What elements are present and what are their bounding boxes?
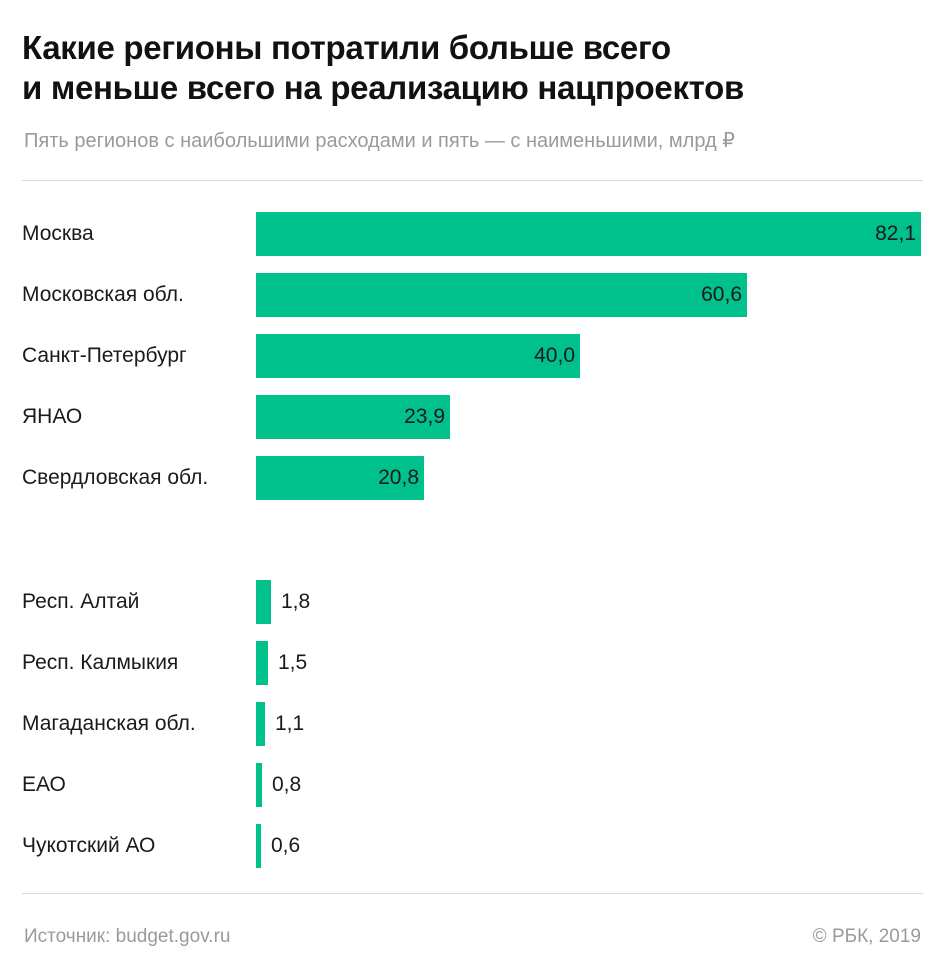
category-label: Санкт-Петербург — [22, 344, 187, 367]
category-label: ЕАО — [22, 773, 66, 796]
value-label: 23,9 — [404, 405, 445, 428]
source-note: Источник: budget.gov.ru — [24, 926, 231, 947]
bottom-divider — [22, 893, 923, 894]
bar — [256, 212, 921, 256]
chart-subtitle: Пять регионов с наибольшими расходами и … — [24, 130, 735, 152]
category-label: Свердловская обл. — [22, 466, 209, 489]
value-label: 60,6 — [701, 283, 742, 306]
bar — [256, 580, 271, 624]
copyright-note: © РБК, 2019 — [812, 926, 921, 947]
category-label: Чукотский АО — [22, 834, 156, 857]
category-label: Московская обл. — [22, 283, 184, 306]
top-divider — [22, 180, 923, 181]
bar — [256, 395, 450, 439]
bar — [256, 763, 262, 807]
category-label: ЯНАО — [22, 405, 83, 428]
value-label: 1,1 — [275, 712, 305, 735]
bar — [256, 456, 424, 500]
value-label: 0,6 — [271, 834, 301, 857]
chart-title: Какие регионы потратили больше всего и м… — [22, 28, 922, 108]
category-label: Респ. Калмыкия — [22, 651, 179, 674]
value-label: 1,8 — [281, 590, 311, 613]
bar — [256, 273, 747, 317]
bar — [256, 824, 261, 868]
value-label: 1,5 — [278, 651, 308, 674]
category-label: Магаданская обл. — [22, 712, 196, 735]
bar — [256, 334, 580, 378]
category-label: Москва — [22, 222, 94, 245]
bar — [256, 702, 265, 746]
value-label: 20,8 — [378, 466, 419, 489]
value-label: 40,0 — [534, 344, 575, 367]
chart-title-line-1: Какие регионы потратили больше всего — [22, 29, 671, 66]
value-label: 82,1 — [875, 222, 916, 245]
bar — [256, 641, 268, 685]
chart-title-line-2: и меньше всего на реализацию нацпроектов — [22, 69, 744, 106]
value-label: 0,8 — [272, 773, 302, 796]
category-label: Респ. Алтай — [22, 590, 140, 613]
